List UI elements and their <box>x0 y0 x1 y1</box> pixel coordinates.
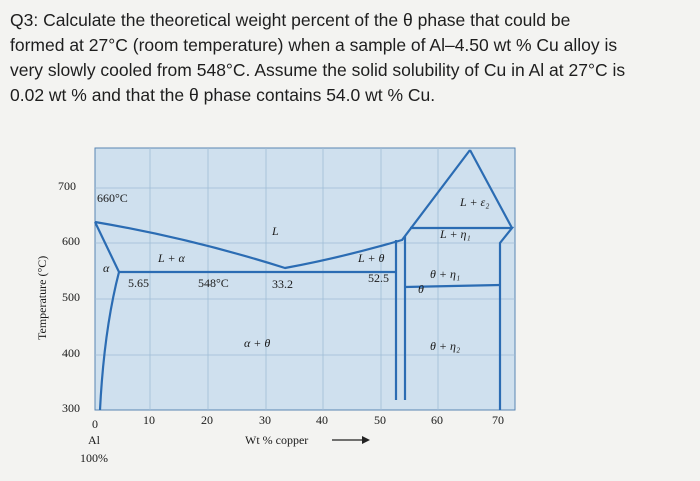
region-label: L + θ <box>357 251 385 265</box>
question-line: very slowly cooled from 548°C. Assume th… <box>10 60 626 80</box>
grid <box>95 148 515 410</box>
x-tick-label: 30 <box>259 413 271 427</box>
x-origin-label: 100% <box>80 451 108 465</box>
x-tick-label: 10 <box>143 413 155 427</box>
plot-area <box>94 147 516 411</box>
point-label: 52.5 <box>368 271 389 285</box>
x-origin-label: Al <box>88 433 101 447</box>
region-label: α + θ <box>244 336 270 350</box>
x-tick-label: 60 <box>431 413 443 427</box>
x-tick-label: 20 <box>201 413 213 427</box>
question-line: Q3: Calculate the theoretical weight per… <box>10 10 571 30</box>
region-label: α <box>103 261 110 275</box>
point-label: 5.65 <box>128 276 149 290</box>
y-tick-label: 600 <box>62 234 80 248</box>
region-label: θ + η₂ <box>430 339 460 353</box>
region-label: L <box>271 224 279 238</box>
region-label: θ + η₁ <box>430 267 460 281</box>
question-line: formed at 27°C (room temperature) when a… <box>10 35 618 55</box>
y-tick-label: 300 <box>62 401 80 415</box>
y-tick-label: 500 <box>62 290 80 304</box>
point-label: 33.2 <box>272 277 293 291</box>
x-axis-label: Wt % copper <box>245 433 308 447</box>
x-tick-label: 40 <box>316 413 328 427</box>
region-label: L + η₁ <box>439 227 471 241</box>
question-line: 0.02 wt % and that the θ phase contains … <box>10 85 436 105</box>
phase-boundaries <box>94 149 515 411</box>
region-label: L + ε₂ <box>459 195 489 209</box>
region-label: L + α <box>157 251 186 265</box>
x-tick-label: 50 <box>374 413 386 427</box>
region-label: 660°C <box>97 191 128 205</box>
x-tick-label: 70 <box>492 413 504 427</box>
y-axis-label: Temperature (°C) <box>35 256 49 340</box>
point-label: 548°C <box>198 276 229 290</box>
question: Q3: Calculate the theoretical weight per… <box>10 8 695 108</box>
region-label: θ <box>418 282 424 296</box>
y-tick-label: 400 <box>62 346 80 360</box>
x-tick-label: 0 <box>92 417 98 431</box>
y-tick-label: 700 <box>58 179 76 193</box>
arrow-head <box>362 436 370 444</box>
